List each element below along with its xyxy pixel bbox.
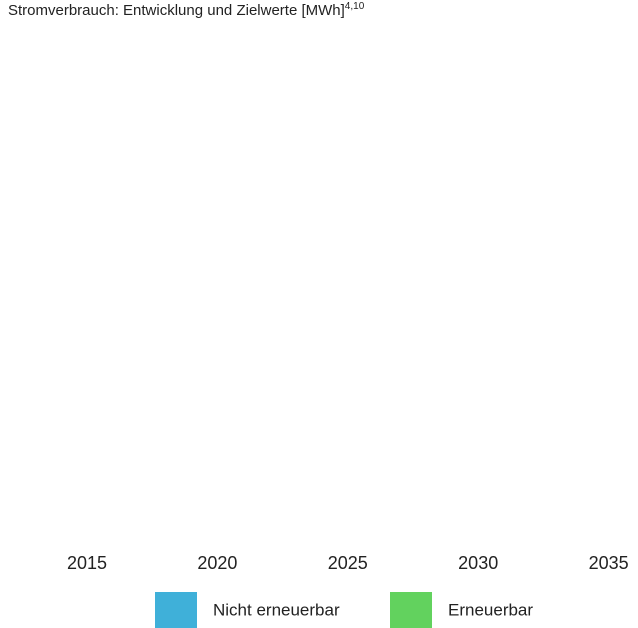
x-tick-label: 2020 [197,553,237,573]
chart-title: Stromverbrauch: Entwicklung und Zielwert… [8,1,365,19]
title-superscript: 4,10 [345,1,365,12]
x-tick-label: 2030 [458,553,498,573]
title-text: Stromverbrauch: Entwicklung und Zielwert… [8,2,345,19]
x-tick-label: 2025 [328,553,368,573]
legend-swatch [390,592,432,628]
legend-label: Erneuerbar [448,600,533,619]
x-tick-label: 2015 [67,553,107,573]
legend-swatch [155,592,197,628]
legend-label: Nicht erneuerbar [213,600,340,619]
x-tick-label: 2035 [589,553,629,573]
